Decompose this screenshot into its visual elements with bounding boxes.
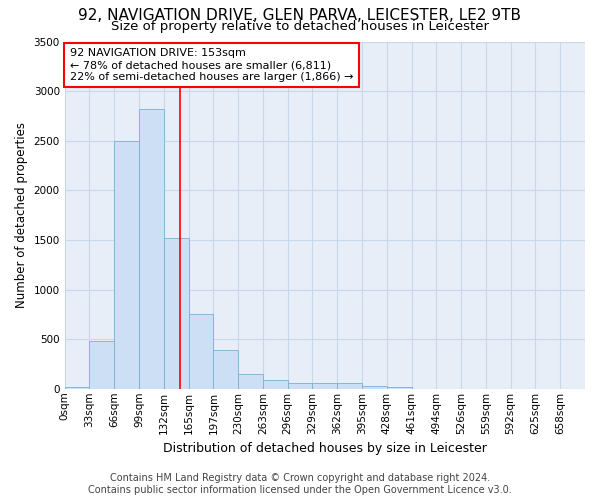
Y-axis label: Number of detached properties: Number of detached properties xyxy=(15,122,28,308)
Bar xyxy=(337,384,362,389)
X-axis label: Distribution of detached houses by size in Leicester: Distribution of detached houses by size … xyxy=(163,442,487,455)
Bar xyxy=(89,341,114,389)
Bar xyxy=(313,384,337,389)
Bar xyxy=(139,109,164,389)
Bar xyxy=(164,238,188,389)
Text: Size of property relative to detached houses in Leicester: Size of property relative to detached ho… xyxy=(111,20,489,33)
Text: 92, NAVIGATION DRIVE, GLEN PARVA, LEICESTER, LE2 9TB: 92, NAVIGATION DRIVE, GLEN PARVA, LEICES… xyxy=(79,8,521,22)
Bar xyxy=(287,384,313,389)
Text: Contains HM Land Registry data © Crown copyright and database right 2024.
Contai: Contains HM Land Registry data © Crown c… xyxy=(88,474,512,495)
Bar xyxy=(65,387,89,389)
Bar xyxy=(214,350,238,389)
Bar xyxy=(238,374,263,389)
Bar xyxy=(263,380,287,389)
Bar xyxy=(387,387,412,389)
Bar xyxy=(362,386,387,389)
Text: 92 NAVIGATION DRIVE: 153sqm
← 78% of detached houses are smaller (6,811)
22% of : 92 NAVIGATION DRIVE: 153sqm ← 78% of det… xyxy=(70,48,353,82)
Bar xyxy=(114,140,139,389)
Bar xyxy=(188,314,214,389)
